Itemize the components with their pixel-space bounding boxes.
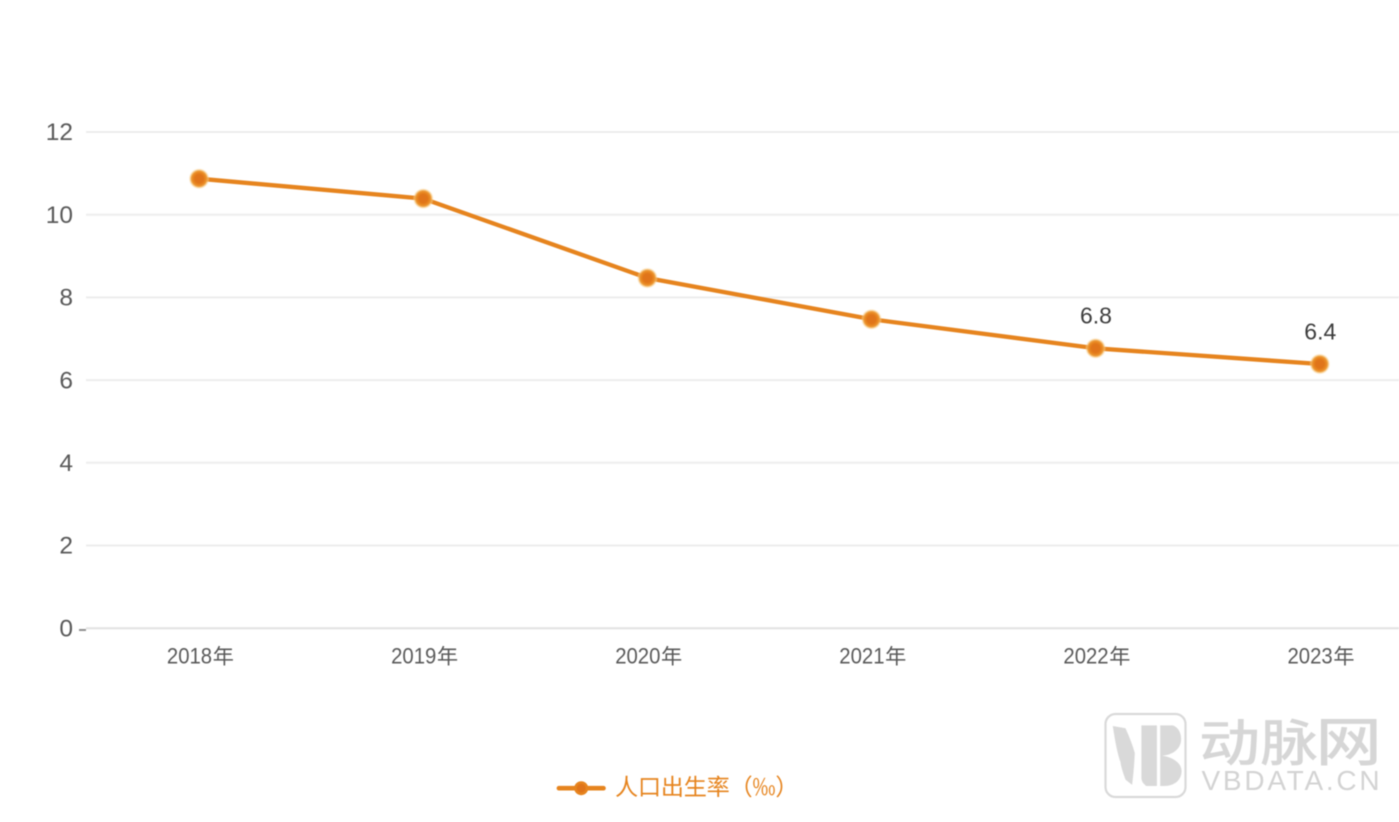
svg-text:8: 8 — [59, 285, 73, 312]
svg-text:4: 4 — [59, 450, 73, 477]
svg-text:2018: 2018 — [167, 644, 212, 669]
svg-text:2: 2 — [59, 533, 73, 560]
svg-text:2019: 2019 — [391, 644, 436, 669]
svg-text:2023: 2023 — [1288, 644, 1333, 669]
svg-text:6: 6 — [59, 367, 73, 394]
svg-text:VBDATA.CN: VBDATA.CN — [1202, 765, 1383, 796]
svg-text:2021: 2021 — [839, 644, 884, 669]
svg-text:6.8: 6.8 — [1080, 303, 1112, 329]
svg-text:2020: 2020 — [615, 644, 660, 669]
svg-text:12: 12 — [46, 119, 73, 146]
svg-text:6.4: 6.4 — [1304, 319, 1336, 345]
svg-text:0: 0 — [59, 615, 73, 642]
svg-text:2022: 2022 — [1063, 644, 1108, 669]
svg-text:10: 10 — [46, 202, 73, 229]
